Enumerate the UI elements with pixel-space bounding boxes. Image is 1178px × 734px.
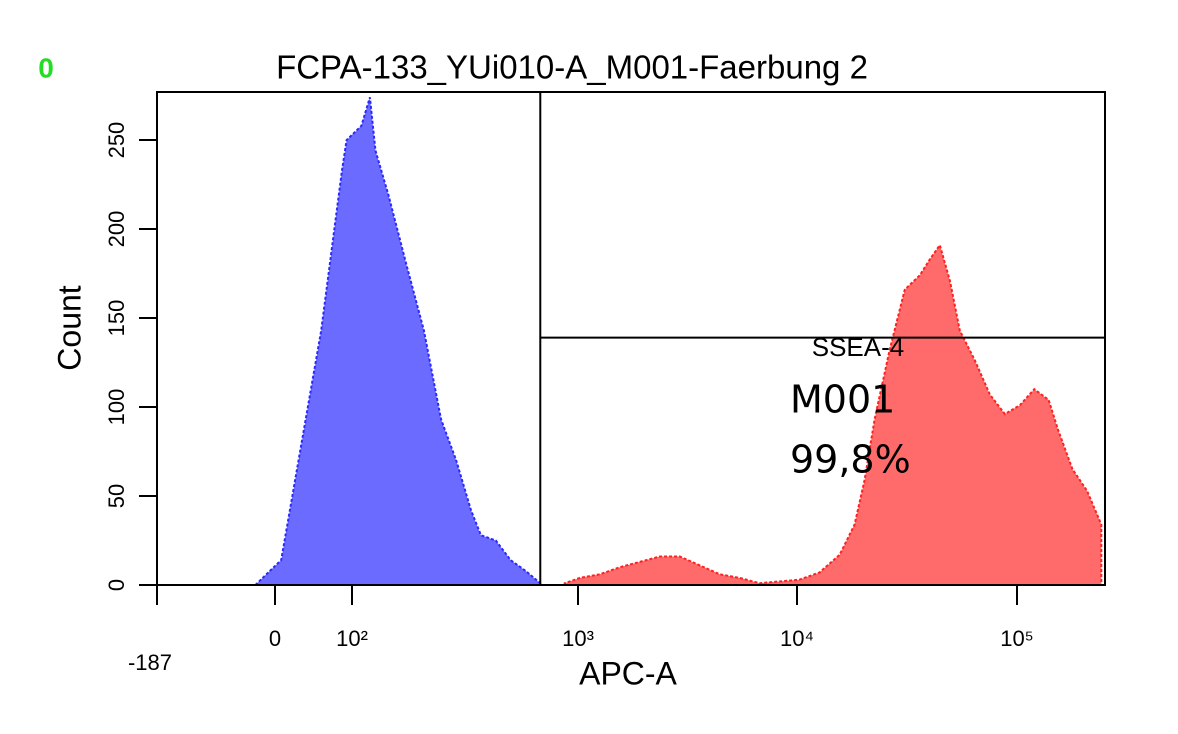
y-tick-label: 100 — [104, 389, 129, 426]
x-tick-label: 0 — [269, 626, 281, 651]
histogram-area — [563, 242, 1103, 586]
x-tick-label: -187 — [128, 650, 172, 675]
y-tick-label: 50 — [104, 484, 129, 508]
y-axis-label: Count — [51, 285, 87, 371]
marker: 0 — [38, 52, 54, 83]
x-tick-label: 10³ — [562, 626, 594, 651]
gate-percent: 99,8% — [790, 438, 911, 482]
x-tick-label: 10⁴ — [780, 626, 814, 651]
chart-title: FCPA-133_YUi010-A_M001-Faerbung 2 — [276, 49, 868, 86]
y-tick-label: 0 — [104, 579, 129, 591]
y-tick-label: 150 — [104, 300, 129, 337]
gate-label: M001 — [790, 378, 895, 422]
x-tick-label: 10⁵ — [1000, 626, 1034, 651]
y-tick-label: 250 — [104, 122, 129, 159]
x-tick-label: 10² — [336, 626, 368, 651]
histogram-area — [252, 97, 542, 586]
y-tick-label: 200 — [104, 211, 129, 248]
x-axis-label: APC-A — [579, 655, 677, 691]
gate-name: SSEA-4 — [812, 332, 905, 362]
